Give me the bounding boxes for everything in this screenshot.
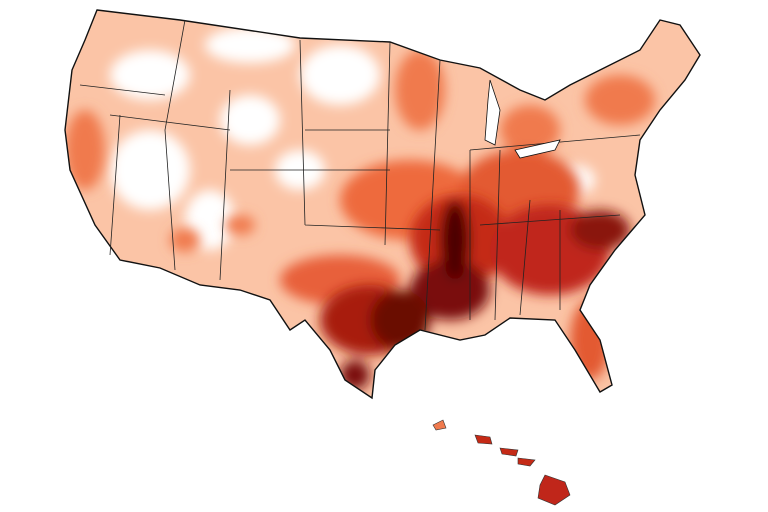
lake bbox=[514, 139, 561, 159]
us-outline bbox=[64, 9, 701, 400]
island bbox=[474, 434, 493, 445]
island bbox=[432, 419, 447, 431]
island bbox=[517, 457, 536, 467]
island bbox=[499, 447, 519, 457]
lake bbox=[484, 79, 501, 146]
hawaii bbox=[432, 419, 571, 506]
island bbox=[537, 474, 571, 506]
